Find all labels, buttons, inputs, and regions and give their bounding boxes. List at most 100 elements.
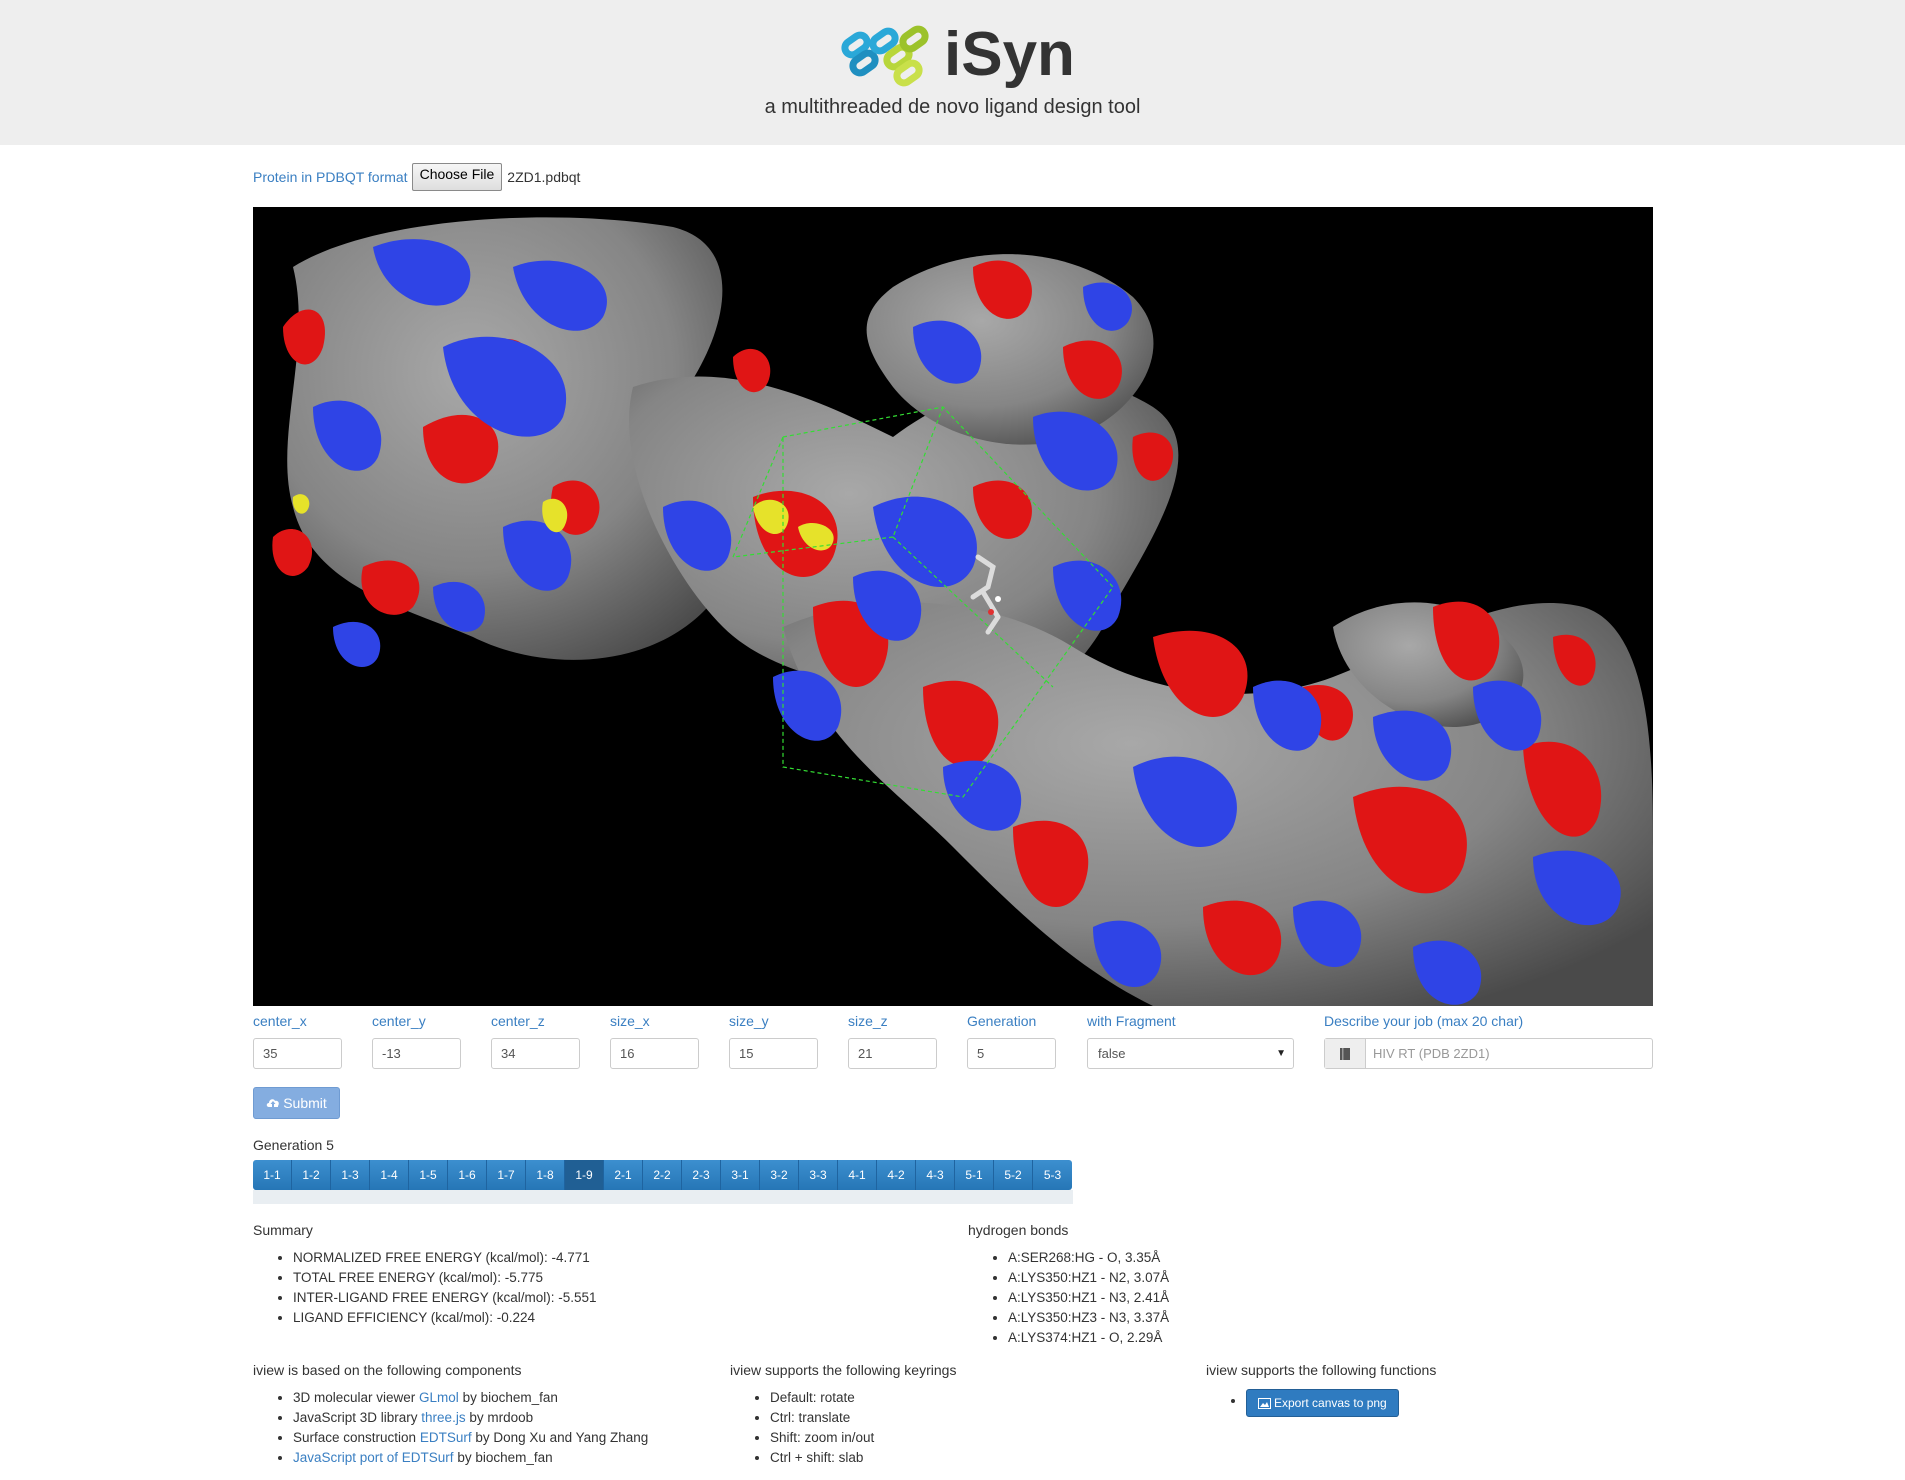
center-y-label: center_y — [372, 1013, 426, 1029]
component-text: by biochem_fan — [453, 1450, 553, 1465]
list-item: LIGAND EFFICIENCY (kcal/mol): -0.224 — [293, 1308, 597, 1328]
generation-page-button[interactable]: 3-1 — [721, 1160, 760, 1190]
component-text: Surface construction — [293, 1430, 420, 1445]
dropdown-arrow-icon: ▼ — [1276, 1048, 1286, 1059]
generation-page-button[interactable]: 1-5 — [409, 1160, 448, 1190]
center-z-input[interactable]: 34 — [491, 1038, 580, 1069]
generation-page-button[interactable]: 4-2 — [877, 1160, 916, 1190]
component-text: JavaScript 3D library — [293, 1410, 422, 1425]
generation-page-button[interactable]: 5-1 — [955, 1160, 994, 1190]
component-text: by Dong Xu and Yang Zhang — [471, 1430, 649, 1445]
summary-list: NORMALIZED FREE ENERGY (kcal/mol): -4.77… — [253, 1248, 597, 1328]
fragment-label: with Fragment — [1087, 1013, 1176, 1029]
threejs-link[interactable]: three.js — [421, 1410, 466, 1425]
cloud-upload-icon — [266, 1099, 280, 1107]
generation-page-button[interactable]: 2-2 — [643, 1160, 682, 1190]
list-item: Export canvas to png — [1246, 1386, 1399, 1417]
components-list: 3D molecular viewer GLmol by biochem_fan… — [253, 1388, 648, 1468]
picture-icon — [1258, 1397, 1271, 1409]
size-y-label: size_y — [729, 1013, 769, 1029]
generation-page-button[interactable]: 1-4 — [370, 1160, 409, 1190]
page-header: iSyn a multithreaded de novo ligand desi… — [0, 0, 1905, 145]
list-item: Shift: zoom in/out — [770, 1428, 874, 1448]
book-icon — [1325, 1039, 1366, 1068]
components-title: iview is based on the following componen… — [253, 1362, 522, 1378]
component-text: by mrdoob — [465, 1410, 534, 1425]
functions-title: iview supports the following functions — [1206, 1362, 1437, 1378]
generation-page-button[interactable]: 1-9 — [565, 1160, 604, 1190]
generation-page-button[interactable]: 4-1 — [838, 1160, 877, 1190]
hbonds-list: A:SER268:HG - O, 3.35Å A:LYS350:HZ1 - N2… — [968, 1248, 1169, 1348]
generation-page-button[interactable]: 3-2 — [760, 1160, 799, 1190]
generation-page-button[interactable]: 2-3 — [682, 1160, 721, 1190]
pager-track — [253, 1190, 1073, 1204]
size-z-input[interactable]: 21 — [848, 1038, 937, 1069]
glmol-link[interactable]: GLmol — [419, 1390, 459, 1405]
selected-file-name: 2ZD1.pdbqt — [507, 169, 581, 185]
app-tagline: a multithreaded de novo ligand design to… — [764, 96, 1141, 118]
list-item: A:LYS350:HZ1 - N2, 3.07Å — [1008, 1268, 1169, 1288]
generation-page-button[interactable]: 5-2 — [994, 1160, 1033, 1190]
edtsurf-js-link[interactable]: JavaScript port of EDTSurf — [293, 1450, 454, 1465]
generation-page-button[interactable]: 2-1 — [604, 1160, 643, 1190]
list-item: Ctrl: translate — [770, 1408, 874, 1428]
size-x-label: size_x — [610, 1013, 650, 1029]
list-item: 3D molecular viewer GLmol by biochem_fan — [293, 1388, 648, 1408]
protein-upload-label: Protein in PDBQT format — [253, 169, 408, 185]
generation-pager: 1-1 1-2 1-3 1-4 1-5 1-6 1-7 1-8 1-9 2-1 2-2 2-3 3-1 3… — [253, 1160, 1072, 1190]
generation-page-button[interactable]: 1-3 — [331, 1160, 370, 1190]
protein-upload-row: Protein in PDBQT format Choose File 2ZD1… — [253, 163, 581, 191]
generation-page-button[interactable]: 1-2 — [292, 1160, 331, 1190]
molecule-viewer-canvas[interactable] — [253, 207, 1653, 1006]
keyrings-list: Default: rotate Ctrl: translate Shift: z… — [730, 1388, 874, 1468]
choose-file-button[interactable]: Choose File — [411, 163, 503, 191]
export-canvas-label: Export canvas to png — [1274, 1396, 1387, 1410]
list-item: Ctrl + shift: slab — [770, 1448, 874, 1468]
list-item: JavaScript 3D library three.js by mrdoob — [293, 1408, 648, 1428]
generation-label: Generation — [967, 1013, 1037, 1029]
list-item: JavaScript port of EDTSurf by biochem_fa… — [293, 1448, 648, 1468]
list-item: Default: rotate — [770, 1388, 874, 1408]
description-input-group: HIV RT (PDB 2ZD1) — [1324, 1038, 1653, 1069]
size-y-input[interactable]: 15 — [729, 1038, 818, 1069]
edtsurf-link[interactable]: EDTSurf — [419, 1430, 472, 1445]
list-item: A:LYS350:HZ3 - N3, 3.37Å — [1008, 1308, 1169, 1328]
app-title: iSyn — [944, 20, 1075, 89]
size-z-label: size_z — [848, 1013, 888, 1029]
generation-page-button[interactable]: 5-3 — [1033, 1160, 1072, 1190]
generation-page-button[interactable]: 1-8 — [526, 1160, 565, 1190]
generation-page-button[interactable]: 3-3 — [799, 1160, 838, 1190]
description-input[interactable]: HIV RT (PDB 2ZD1) — [1373, 1046, 1490, 1061]
list-item: Surface construction EDTSurf by Dong Xu … — [293, 1428, 648, 1448]
description-label: Describe your job (max 20 char) — [1324, 1013, 1524, 1029]
generation-page-button[interactable]: 1-7 — [487, 1160, 526, 1190]
submit-label: Submit — [283, 1095, 327, 1111]
center-x-label: center_x — [253, 1013, 307, 1029]
center-x-input[interactable]: 35 — [253, 1038, 342, 1069]
keyrings-title: iview supports the following keyrings — [730, 1362, 957, 1378]
list-item: INTER-LIGAND FREE ENERGY (kcal/mol): -5.… — [293, 1288, 597, 1308]
fragment-select[interactable]: false ▼ — [1087, 1038, 1294, 1069]
list-item: A:LYS350:HZ1 - N3, 2.41Å — [1008, 1288, 1169, 1308]
submit-button[interactable]: Submit — [253, 1087, 340, 1119]
size-x-input[interactable]: 16 — [610, 1038, 699, 1069]
generation-page-button[interactable]: 1-6 — [448, 1160, 487, 1190]
protein-surface-render — [272, 217, 1653, 1006]
generation-page-button[interactable]: 1-1 — [253, 1160, 292, 1190]
chain-logo-icon — [841, 25, 929, 87]
list-item: TOTAL FREE ENERGY (kcal/mol): -5.775 — [293, 1268, 597, 1288]
list-item: A:LYS374:HZ1 - O, 2.29Å — [1008, 1328, 1169, 1348]
hbonds-title: hydrogen bonds — [968, 1222, 1069, 1238]
center-z-label: center_z — [491, 1013, 545, 1029]
list-item: NORMALIZED FREE ENERGY (kcal/mol): -4.77… — [293, 1248, 597, 1268]
export-canvas-button[interactable]: Export canvas to png — [1246, 1389, 1399, 1417]
functions-list: Export canvas to png — [1206, 1386, 1399, 1417]
component-text: 3D molecular viewer — [293, 1390, 420, 1405]
summary-title: Summary — [253, 1222, 313, 1238]
generation-page-button[interactable]: 4-3 — [916, 1160, 955, 1190]
generation-input[interactable]: 5 — [967, 1038, 1056, 1069]
component-text: by biochem_fan — [458, 1390, 558, 1405]
generation-title: Generation 5 — [253, 1137, 334, 1153]
fragment-select-value: false — [1098, 1046, 1126, 1061]
center-y-input[interactable]: -13 — [372, 1038, 461, 1069]
